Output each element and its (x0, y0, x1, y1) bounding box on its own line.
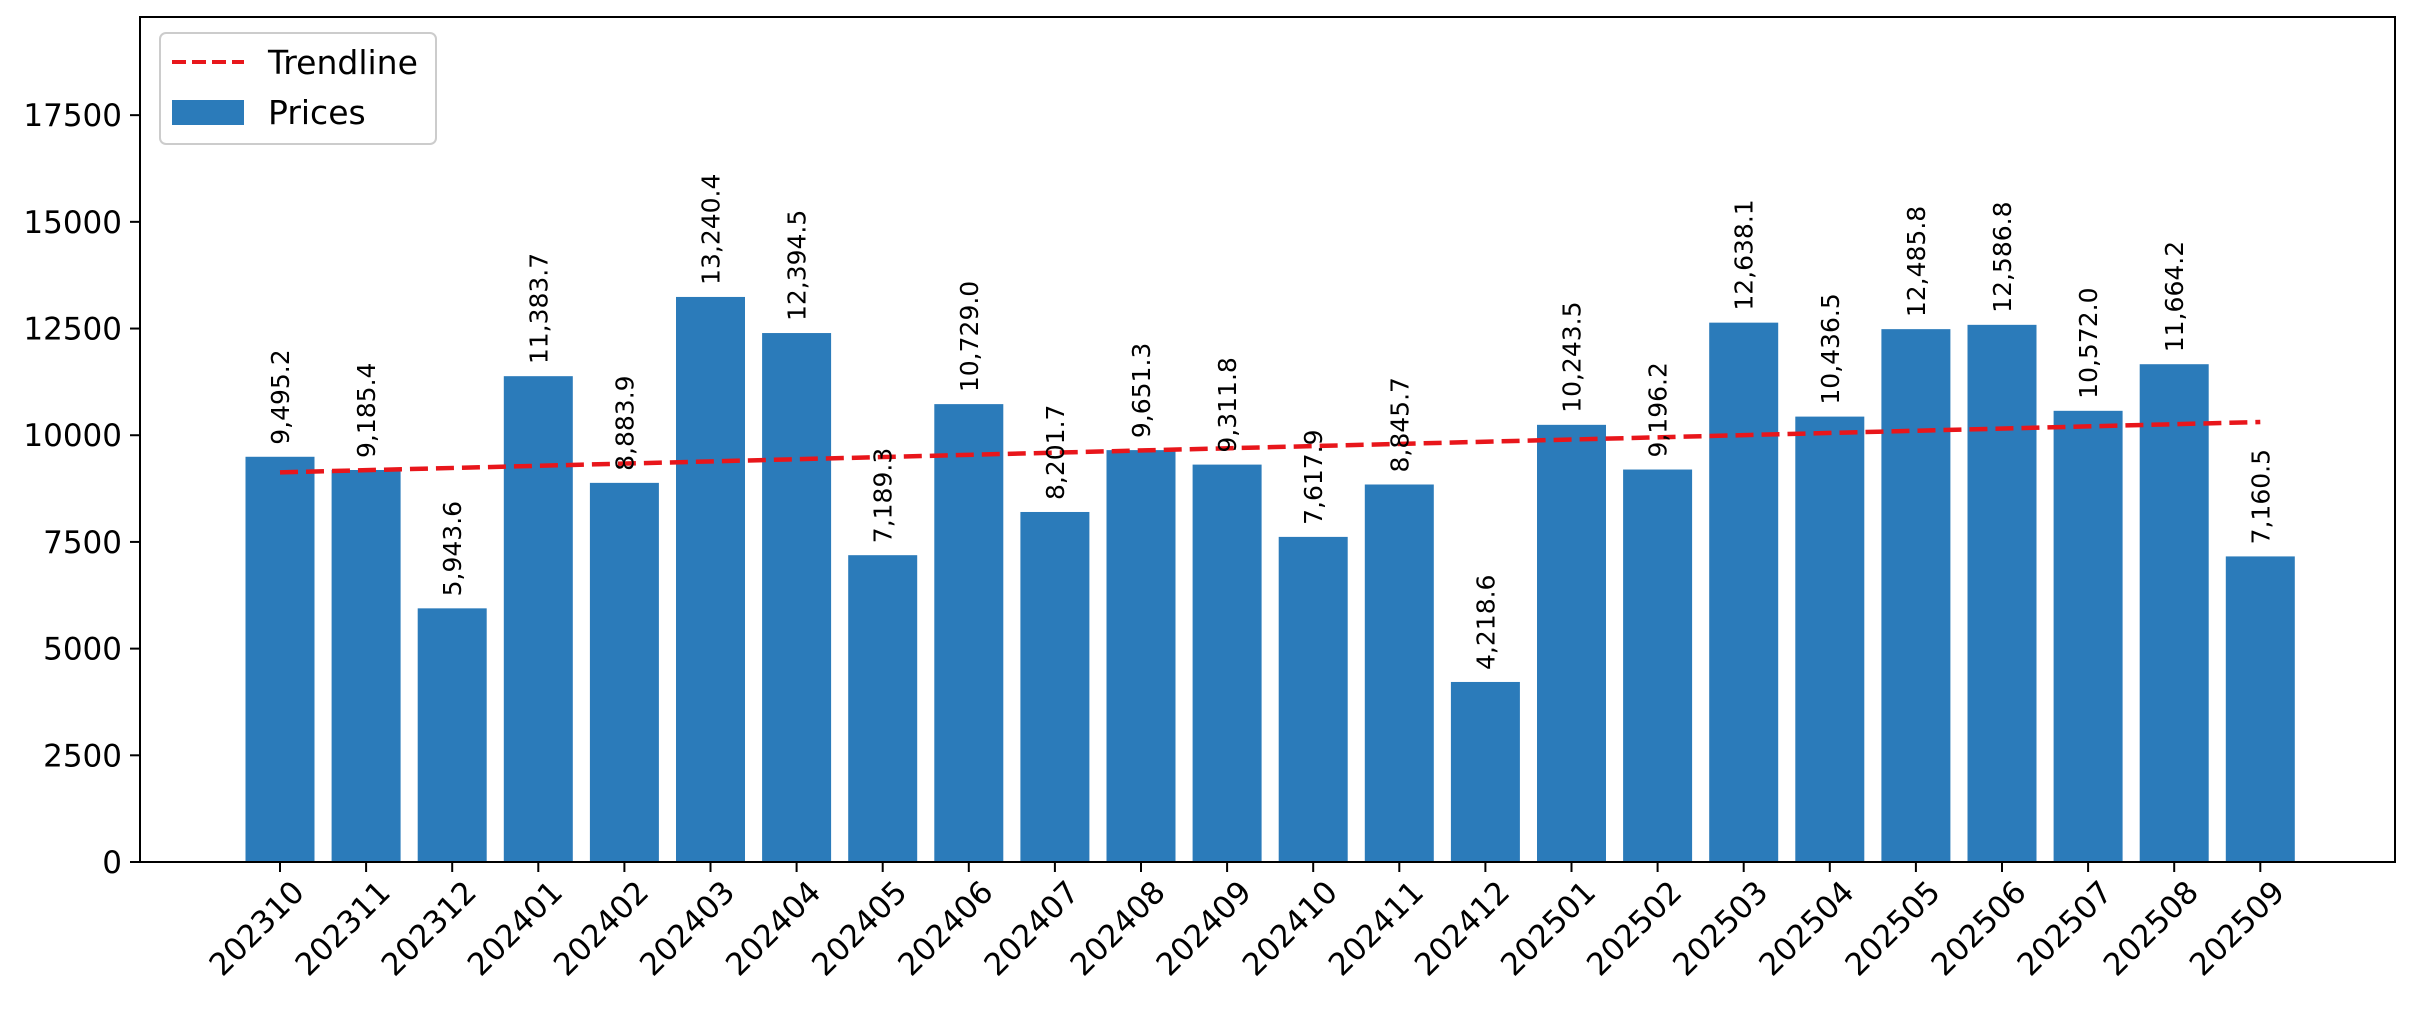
trendline (279, 419, 2261, 475)
bar-202408 (1106, 450, 1176, 862)
bar-value-label: 12,394.5 (783, 210, 812, 321)
x-tick-label: 202412 (1408, 874, 1517, 983)
y-tick-label: 15000 (23, 205, 122, 241)
bar-202404 (762, 333, 832, 862)
x-tick-label: 202401 (461, 874, 570, 983)
bar-value-label: 9,495.2 (266, 349, 295, 444)
y-tick-label: 10000 (23, 418, 122, 454)
bar-202501 (1537, 424, 1606, 862)
x-tick-label: 202403 (633, 874, 742, 983)
bar-value-label: 11,383.7 (524, 253, 553, 364)
plot-frame (139, 16, 2396, 863)
bar-value-label: 8,201.7 (1041, 405, 1070, 500)
bar-value-label: 8,845.7 (1385, 377, 1414, 472)
bar-value-label: 10,243.5 (1558, 302, 1587, 413)
x-tick-label: 202504 (1752, 874, 1861, 983)
bar-202405 (848, 555, 918, 862)
x-tick-label: 202410 (1236, 874, 1345, 983)
x-tick-label: 202509 (2183, 874, 2292, 983)
bar-202310 (245, 456, 315, 862)
y-tick-label: 0 (102, 845, 122, 881)
x-tick-label: 202312 (375, 874, 484, 983)
bar-value-label: 7,160.5 (2246, 449, 2275, 544)
bar-202509 (2225, 556, 2295, 862)
bar-202409 (1192, 464, 1262, 862)
bar-value-label: 11,664.2 (2160, 241, 2189, 352)
y-tick-label: 2500 (43, 738, 122, 774)
bar-value-label: 7,617.9 (1299, 429, 1328, 524)
x-tick-label: 202311 (289, 874, 398, 983)
legend: Trendline Prices (159, 32, 437, 145)
bar-202312 (417, 608, 487, 862)
x-tick-label: 202503 (1666, 874, 1775, 983)
x-tick-label: 202506 (1925, 874, 2034, 983)
x-axis: 2023102023112023122024012024022024032024… (203, 862, 2292, 983)
bar-202401 (503, 376, 573, 862)
x-tick-label: 202409 (1150, 874, 1259, 983)
bar-value-label: 10,436.5 (1816, 293, 1845, 404)
bar-value-label: 4,218.6 (1471, 575, 1500, 670)
bar-value-label: 7,189.3 (869, 448, 898, 543)
x-tick-label: 202406 (891, 874, 1000, 983)
bar-202503 (1709, 322, 1779, 862)
y-tick-label: 12500 (23, 312, 122, 348)
y-tick-label: 17500 (23, 98, 122, 134)
bar-202502 (1623, 469, 1693, 862)
bar-202406 (934, 404, 1004, 862)
x-tick-label: 202405 (805, 874, 914, 983)
legend-label-trendline: Trendline (267, 43, 418, 82)
bar-202508 (2139, 364, 2209, 862)
bar-value-label: 9,185.4 (352, 363, 381, 458)
bar-202412 (1450, 681, 1520, 862)
y-tick-label: 5000 (43, 632, 122, 668)
bar-202311 (331, 469, 401, 862)
bar-202506 (1967, 324, 2037, 862)
bar-value-label: 12,485.8 (1902, 206, 1931, 317)
bar-value-label: 12,638.1 (1730, 199, 1759, 310)
bar-value-label: 10,572.0 (2074, 287, 2103, 398)
bar-202504 (1795, 416, 1865, 862)
bar-202411 (1364, 484, 1434, 862)
bar-value-label: 12,586.8 (1988, 202, 2017, 313)
bar-value-label: 9,651.3 (1127, 343, 1156, 438)
x-tick-label: 202411 (1322, 874, 1431, 983)
bar-202507 (2053, 410, 2123, 862)
bars-layer (245, 296, 2295, 863)
bar-value-label: 8,883.9 (610, 375, 639, 470)
bar-labels-layer: 9,495.2 9,185.4 5,943.6 11,383.7 8,883.9 13,2… (266, 174, 2275, 670)
x-tick-label: 202408 (1064, 874, 1173, 983)
x-tick-label: 202402 (547, 874, 656, 983)
x-tick-label: 202501 (1494, 874, 1603, 983)
bar-value-label: 13,240.4 (697, 174, 726, 285)
y-axis: 0 2500 5000 7500 10000 12500 15000 17500 (23, 98, 140, 881)
bar-202403 (676, 296, 745, 863)
bar-value-label: 9,311.8 (1213, 357, 1242, 452)
legend-prices-swatch (172, 100, 244, 125)
x-tick-label: 202508 (2097, 874, 2206, 983)
bar-202505 (1881, 329, 1951, 862)
bar-202407 (1020, 511, 1090, 862)
legend-label-prices: Prices (268, 93, 366, 132)
bar-value-label: 9,196.2 (1644, 362, 1673, 457)
x-tick-label: 202310 (203, 874, 312, 983)
x-tick-label: 202502 (1580, 874, 1689, 983)
bar-202410 (1278, 536, 1348, 862)
x-tick-label: 202507 (2011, 874, 2120, 983)
y-tick-label: 7500 (43, 525, 122, 561)
x-tick-label: 202407 (977, 874, 1086, 983)
x-tick-label: 202404 (719, 874, 828, 983)
bar-value-label: 5,943.6 (438, 501, 467, 596)
bar-value-label: 10,729.0 (955, 281, 984, 392)
trendline-layer (279, 419, 2261, 475)
x-tick-label: 202505 (1838, 874, 1947, 983)
bar-202402 (589, 482, 659, 862)
